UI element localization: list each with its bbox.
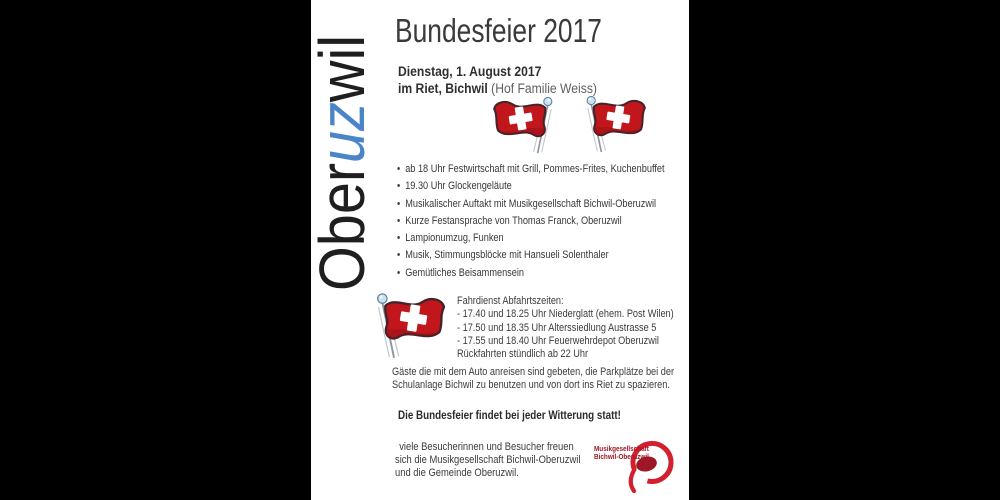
- parking-note: Gäste die mit dem Auto anreisen sind geb…: [392, 366, 674, 392]
- bullet-icon: •: [397, 197, 401, 210]
- oberuzwil-wordmark: Oberuzwil: [306, 34, 378, 291]
- program-item-text: Lampionumzug, Funken: [405, 232, 504, 245]
- shuttle-line: Rückfahrten stündlich ab 22 Uhr: [457, 348, 589, 361]
- shuttle-line: - 17.55 und 18.40 Uhr Feuerwehrdepot Obe…: [457, 334, 659, 347]
- swiss-flag-icon: [586, 95, 646, 154]
- bullet-icon: •: [397, 180, 401, 193]
- event-details: Dienstag, 1. August 2017 im Riet, Bichwi…: [398, 64, 597, 97]
- wordmark-uz: uz: [306, 102, 378, 163]
- list-item: • Musik, Stimmungsblöcke mit Hansueli Sol…: [397, 250, 665, 261]
- program-item-text: Musik, Stimmungsblöcke mit Hansueli Sole…: [405, 249, 609, 262]
- program-item-text: ab 18 Uhr Festwirtschaft mit Grill, Pomm…: [405, 163, 665, 175]
- list-item: • 19.30 Uhr Glockengeläute: [397, 181, 665, 192]
- music-society-name: Musikgesellschaft Bichwil-Oberuzwil: [594, 445, 649, 461]
- music-society-line1: Musikgesellschaft: [594, 444, 649, 453]
- parking-line: Schulanlage Bichwil zu benutzen und von …: [392, 379, 670, 392]
- page-title: Bundesfeier 2017: [395, 12, 602, 49]
- shuttle-heading: Fahrdienst Abfahrtszeiten:: [457, 295, 564, 307]
- wordmark-prefix: Ober: [306, 162, 378, 291]
- swiss-flag-icon: [493, 96, 553, 155]
- shuttle-line: - 17.50 und 18.35 Uhr Alterssiedlung Aus…: [457, 321, 657, 334]
- music-society-logo: Musikgesellschaft Bichwil-Oberuzwil: [594, 437, 684, 497]
- list-item: • Lampionumzug, Funken: [397, 232, 665, 245]
- music-note-spiral-icon: [628, 440, 674, 493]
- shuttle-section: Fahrdienst Abfahrtszeiten: - 17.40 und 1…: [457, 295, 674, 361]
- event-location: im Riet, Bichwil: [398, 80, 488, 96]
- program-item-text: Musikalischer Auftakt mit Musikgesellsch…: [405, 197, 657, 210]
- list-item: • ab 18 Uhr Festwirtschaft mit Grill, Pom…: [397, 163, 665, 175]
- shuttle-line: - 17.40 und 18.25 Uhr Niederglatt (ehem.…: [457, 308, 674, 321]
- bullet-icon: •: [397, 163, 401, 175]
- list-item: • Kurze Festansprache von Thomas Franck, …: [397, 214, 665, 227]
- bullet-icon: •: [397, 266, 401, 279]
- program-item-text: Kurze Festansprache von Thomas Franck, O…: [405, 214, 622, 227]
- event-date: Dienstag, 1. August 2017: [398, 64, 542, 79]
- music-society-line2: Bichwil-Oberuzwil: [594, 452, 649, 461]
- list-item: • Musikalischer Auftakt mit Musikgesellsc…: [397, 197, 665, 210]
- program-item-text: Gemütliches Beisammensein: [405, 266, 524, 279]
- event-location-note: (Hof Familie Weiss): [487, 80, 597, 96]
- list-item: • Gemütliches Beisammensein: [397, 266, 665, 279]
- wordmark-suffix: wil: [306, 34, 378, 103]
- closing-line: und die Gemeinde Oberuzwil.: [395, 467, 519, 479]
- parking-line: Gäste die mit dem Auto anreisen sind geb…: [392, 366, 675, 378]
- closing-text: viele Besucherinnen und Besucher freuen …: [395, 441, 580, 480]
- bullet-icon: •: [397, 214, 401, 227]
- weather-note: Die Bundesfeier findet bei jeder Witteru…: [398, 408, 621, 422]
- closing-line: sich die Musikgesellschaft Bichwil-Oberu…: [395, 454, 581, 466]
- bundesfeier-poster: Oberuzwil Bundesfeier 2017 Dienstag, 1. …: [306, 0, 689, 500]
- program-item-text: 19.30 Uhr Glockengeläute: [405, 180, 512, 193]
- program-list: • ab 18 Uhr Festwirtschaft mit Grill, Pom…: [397, 163, 665, 285]
- swiss-flag-icon: [376, 292, 446, 360]
- bullet-icon: •: [397, 232, 401, 245]
- event-location-line: im Riet, Bichwil (Hof Familie Weiss): [398, 81, 597, 98]
- closing-line: viele Besucherinnen und Besucher freuen: [399, 441, 574, 453]
- bullet-icon: •: [397, 249, 401, 262]
